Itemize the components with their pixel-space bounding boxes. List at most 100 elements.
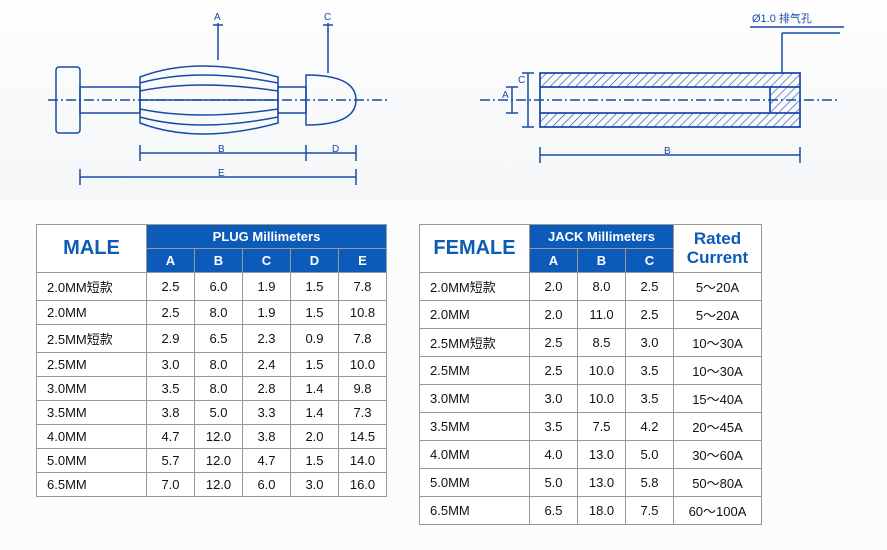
cell: 2.9: [147, 325, 195, 353]
female-callout: Ø1.0 排气孔: [752, 10, 812, 26]
tables-area: MALE PLUG Millimeters A B C D E 2.0MM短款2…: [0, 200, 887, 549]
cell: 14.5: [339, 425, 387, 449]
row-label: 3.5MM: [37, 401, 147, 425]
table-row: 3.0MM3.58.02.81.49.8: [37, 377, 387, 401]
male-dim-e: E: [218, 168, 225, 179]
table-row: 2.0MM短款2.56.01.91.57.8: [37, 273, 387, 301]
cell: 7.0: [147, 473, 195, 497]
cell: 6.0: [243, 473, 291, 497]
cell: 7.8: [339, 273, 387, 301]
cell: 6.5: [195, 325, 243, 353]
cell: 0.9: [291, 325, 339, 353]
cell: 12.0: [195, 449, 243, 473]
male-dim-c: C: [324, 12, 331, 23]
male-col-b: B: [195, 249, 243, 273]
female-group-header: JACK Millimeters: [530, 225, 674, 249]
row-label: 2.5MM短款: [37, 325, 147, 353]
rated-cell: 20～45A: [674, 413, 762, 441]
male-dim-a: A: [214, 12, 221, 23]
male-dim-d: D: [332, 144, 339, 155]
female-col-a: A: [530, 249, 578, 273]
cell: 8.0: [195, 353, 243, 377]
cell: 5.0: [195, 401, 243, 425]
cell: 3.5: [530, 413, 578, 441]
cell: 3.0: [147, 353, 195, 377]
rated-title: Rated Current: [674, 225, 762, 273]
cell: 5.8: [626, 469, 674, 497]
cell: 4.2: [626, 413, 674, 441]
rated-cell: 10～30A: [674, 329, 762, 357]
cell: 10.8: [339, 301, 387, 325]
cell: 2.5: [626, 301, 674, 329]
male-group-header: PLUG Millimeters: [147, 225, 387, 249]
cell: 1.5: [291, 353, 339, 377]
cell: 10.0: [578, 357, 626, 385]
cell: 8.0: [578, 273, 626, 301]
rated-cell: 15～40A: [674, 385, 762, 413]
cell: 4.7: [147, 425, 195, 449]
cell: 9.8: [339, 377, 387, 401]
cell: 7.5: [626, 497, 674, 525]
table-row: 2.0MM2.011.02.55～20A: [420, 301, 762, 329]
table-row: 5.0MM5.712.04.71.514.0: [37, 449, 387, 473]
cell: 2.5: [530, 357, 578, 385]
cell: 13.0: [578, 441, 626, 469]
row-label: 3.0MM: [420, 385, 530, 413]
cell: 1.5: [291, 301, 339, 325]
cell: 6.5: [530, 497, 578, 525]
table-row: 2.5MM短款2.96.52.30.97.8: [37, 325, 387, 353]
cell: 18.0: [578, 497, 626, 525]
male-col-e: E: [339, 249, 387, 273]
table-row: 3.0MM3.010.03.515～40A: [420, 385, 762, 413]
female-col-c: C: [626, 249, 674, 273]
cell: 3.5: [147, 377, 195, 401]
cell: 3.0: [626, 329, 674, 357]
row-label: 3.5MM: [420, 413, 530, 441]
cell: 14.0: [339, 449, 387, 473]
female-jack-diagram: [470, 5, 850, 195]
cell: 2.5: [626, 273, 674, 301]
row-label: 3.0MM: [37, 377, 147, 401]
row-label: 4.0MM: [420, 441, 530, 469]
rated-cell: 10～30A: [674, 357, 762, 385]
cell: 4.0: [530, 441, 578, 469]
table-row: 2.5MM3.08.02.41.510.0: [37, 353, 387, 377]
row-label: 6.5MM: [37, 473, 147, 497]
row-label: 5.0MM: [37, 449, 147, 473]
cell: 8.5: [578, 329, 626, 357]
cell: 10.0: [578, 385, 626, 413]
cell: 3.5: [626, 357, 674, 385]
table-row: 5.0MM5.013.05.850～80A: [420, 469, 762, 497]
row-label: 5.0MM: [420, 469, 530, 497]
cell: 5.0: [626, 441, 674, 469]
row-label: 2.5MM: [37, 353, 147, 377]
cell: 1.4: [291, 401, 339, 425]
cell: 11.0: [578, 301, 626, 329]
cell: 3.3: [243, 401, 291, 425]
cell: 2.5: [530, 329, 578, 357]
row-label: 2.0MM: [420, 301, 530, 329]
row-label: 2.5MM: [420, 357, 530, 385]
cell: 12.0: [195, 473, 243, 497]
cell: 3.0: [530, 385, 578, 413]
row-label: 6.5MM: [420, 497, 530, 525]
cell: 1.5: [291, 449, 339, 473]
rated-cell: 50～80A: [674, 469, 762, 497]
cell: 2.8: [243, 377, 291, 401]
table-row: 6.5MM6.518.07.560～100A: [420, 497, 762, 525]
table-row: 2.5MM2.510.03.510～30A: [420, 357, 762, 385]
rated-cell: 60～100A: [674, 497, 762, 525]
cell: 4.7: [243, 449, 291, 473]
table-row: 4.0MM4.712.03.82.014.5: [37, 425, 387, 449]
male-plug-diagram: [38, 5, 398, 195]
cell: 8.0: [195, 301, 243, 325]
cell: 10.0: [339, 353, 387, 377]
table-row: 2.5MM短款2.58.53.010～30A: [420, 329, 762, 357]
male-dim-b: B: [218, 144, 225, 155]
cell: 1.4: [291, 377, 339, 401]
cell: 3.8: [243, 425, 291, 449]
female-dim-b: B: [664, 146, 671, 157]
cell: 2.4: [243, 353, 291, 377]
cell: 7.3: [339, 401, 387, 425]
cell: 2.0: [291, 425, 339, 449]
